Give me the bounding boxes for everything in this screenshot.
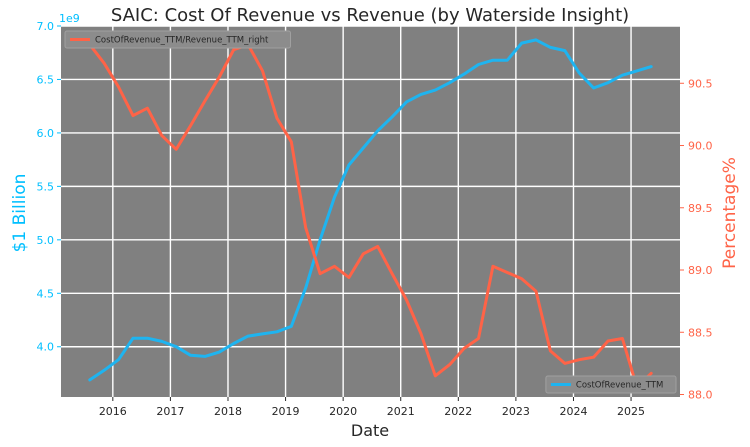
legend-label: CostOfRevenue_TTM: [576, 381, 663, 391]
plot-area: [61, 26, 680, 397]
series-lines: [88, 38, 653, 389]
x-tick-label: 2022: [444, 405, 472, 418]
x-tick-label: 2019: [272, 405, 300, 418]
x-axis-label: Date: [351, 421, 389, 440]
right-tick-label: 90.0: [688, 140, 713, 153]
right-tick-label: 90.5: [688, 77, 713, 90]
x-tick-label: 2016: [99, 405, 127, 418]
right-tick-label: 89.5: [688, 202, 713, 215]
left-y-axis-label: $1 Billion: [10, 174, 30, 253]
series-line-costofrevenue-ttm-revenue-ttm-right: [88, 43, 653, 389]
x-tick-label: 2025: [617, 405, 645, 418]
legend-box: [64, 30, 291, 49]
right-tick-label: 88.0: [688, 389, 713, 402]
legends: CostOfRevenue_TTM CostOfRevenue_TTM/Reven…: [64, 30, 677, 394]
left-tick-label: 6.5: [37, 73, 55, 86]
legend-lower-right: CostOfRevenue_TTM: [545, 375, 677, 394]
right-tick-label: 89.0: [688, 264, 713, 277]
left-tick-label: 5.0: [37, 234, 55, 247]
x-tick-label: 2017: [156, 405, 184, 418]
legend-label: CostOfRevenue_TTM/Revenue_TTM_right: [95, 36, 269, 46]
right-tick-label: 88.5: [688, 326, 713, 339]
left-axis-offset-text: 1e9: [59, 12, 80, 25]
left-tick-label: 7.0: [37, 20, 55, 33]
left-tick-label: 4.5: [37, 287, 55, 300]
x-tick-label: 2023: [502, 405, 530, 418]
grid: [61, 25, 680, 397]
legend-upper-left: CostOfRevenue_TTM/Revenue_TTM_right: [64, 30, 291, 49]
axis-ticks: 2016 2017 2018 2019 2020 2021 2022 2023 2024 2025…: [37, 20, 713, 418]
chart-title: SAIC: Cost Of Revenue vs Revenue (by Wat…: [111, 5, 629, 26]
left-tick-label: 6.0: [37, 127, 55, 140]
x-tick-label: 2021: [387, 405, 415, 418]
left-tick-label: 5.5: [37, 180, 55, 193]
right-y-axis-label: Percentage%: [720, 157, 740, 269]
x-tick-label: 2024: [559, 405, 587, 418]
series-line-costofrevenue-ttm: [88, 38, 653, 382]
x-tick-label: 2018: [214, 405, 242, 418]
legend-box: [545, 375, 677, 394]
left-tick-label: 4.0: [37, 341, 55, 354]
x-tick-label: 2020: [329, 405, 357, 418]
